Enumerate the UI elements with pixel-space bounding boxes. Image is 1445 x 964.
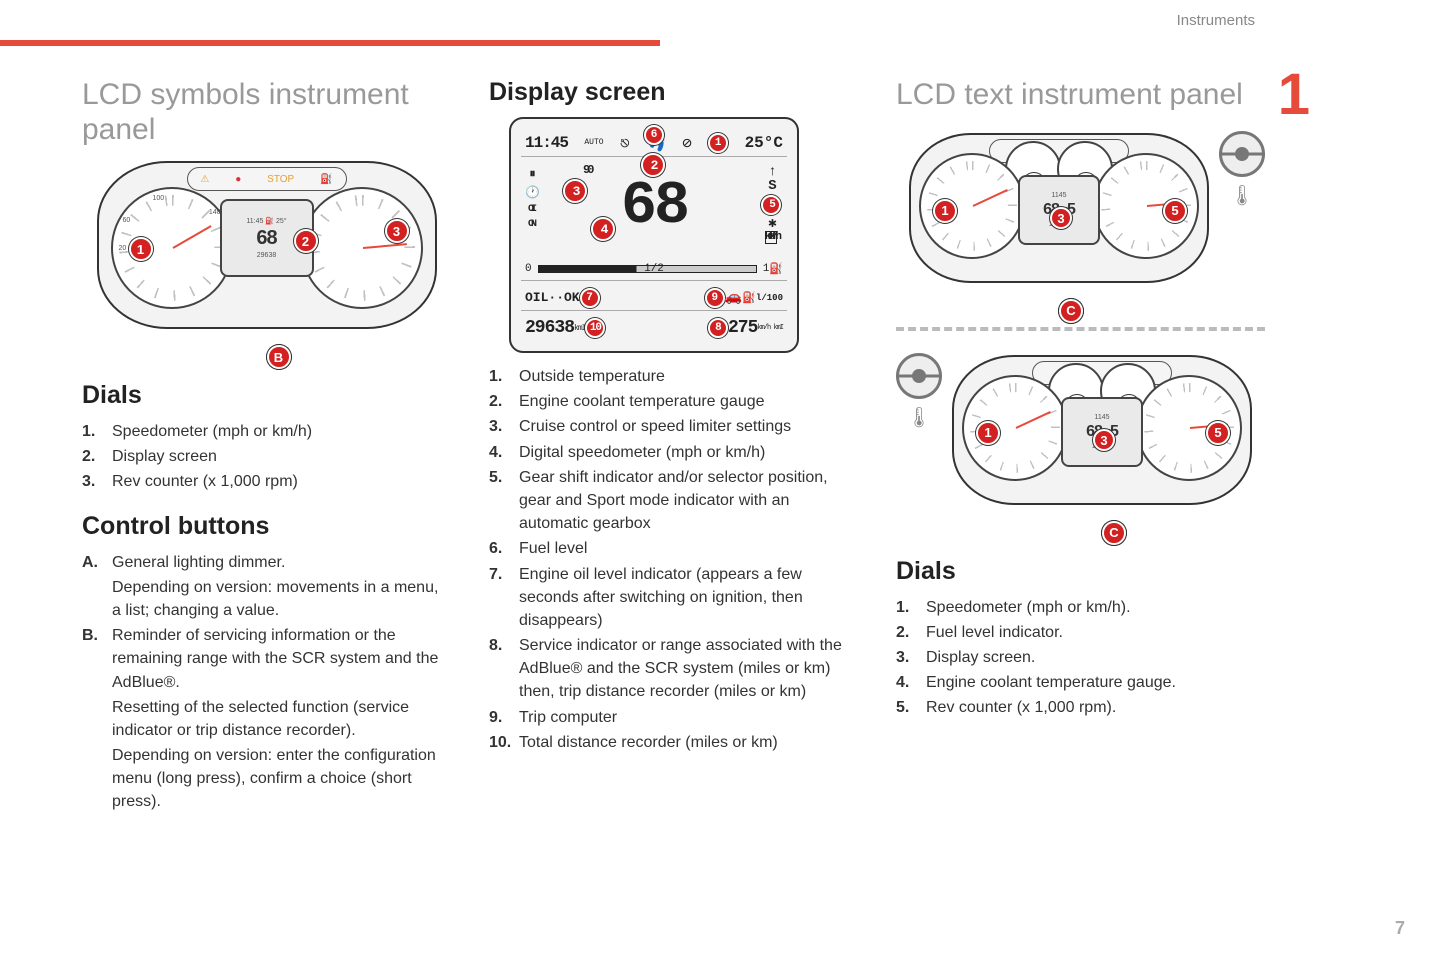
columns: LCD symbols instrument panel ⚠ ● STOP ⛽ … [82, 78, 1265, 820]
col3-variant-1: ⬤ ⚠ 2 4 1 [896, 127, 1265, 317]
warning-lamp-icon: ⚠ [200, 174, 209, 185]
list-item: 5.Gear shift indicator and/or selector p… [489, 466, 858, 536]
col3-variant-2: 🌡 ⬤ ⚠ 2 4 1 [896, 349, 1265, 539]
header-category: Instruments [1177, 12, 1255, 29]
center-display: 1145 68 ▪5 29638 3 [1018, 175, 1100, 245]
marker-7: 7 [580, 288, 600, 308]
column-1: LCD symbols instrument panel ⚠ ● STOP ⛽ … [82, 78, 451, 820]
list-item: 3.Rev counter (x 1,000 rpm) [82, 470, 451, 493]
list-item: 3.Cruise control or speed limiter settin… [489, 415, 858, 438]
marker-9: 9 [705, 288, 725, 308]
tachometer-dial: 5 [1136, 375, 1242, 481]
tachometer-dial: 5 [1093, 153, 1199, 259]
control-buttons-heading: Control buttons [82, 512, 451, 541]
fuel-pump-icon: ⛽ [769, 262, 783, 276]
col1-controls-list: A. General lighting dimmer. Depending on… [82, 551, 451, 814]
col3-title: LCD text instrument panel [896, 78, 1265, 113]
chapter-number: 1 [1278, 72, 1310, 118]
list-item: 3.Display screen. [896, 646, 1265, 669]
list-item: 1.Speedometer (mph or km/h). [896, 596, 1265, 619]
list-item: 1.Outside temperature [489, 365, 858, 388]
screen-oil-row: OIL··OK 7 9 🚗 ⛽ l/100 [521, 285, 787, 311]
screen-speed-row: ⏸ 🕐 OI ON 3 2 4 68 km/h ↑ S 5 ✱ [521, 161, 787, 253]
col1-instrument-panel-figure: ⚠ ● STOP ⛽ 20 60 100 140 1 3 [97, 161, 437, 329]
marker-3: 3 [385, 219, 409, 243]
marker-5: 5 [1206, 421, 1230, 445]
column-2: Display screen 11:45 AUTO ⎋ 👣 ⊘ 1 25°C ⏸… [489, 78, 858, 820]
warning-lamp-icon: STOP [267, 174, 294, 185]
list-item: 1.Speedometer (mph or km/h) [82, 420, 451, 443]
marker-2: 2 [294, 229, 318, 253]
col1-figure-wrap: ⚠ ● STOP ⛽ 20 60 100 140 1 3 [82, 161, 451, 363]
steering-wheel-icon [1219, 131, 1265, 177]
speedometer-dial: 1 [962, 375, 1068, 481]
tachometer-dial: 3 [301, 187, 423, 309]
screen-fuel-row: 0 1/2 6 1 ⛽ [521, 257, 787, 281]
car-icon: 🚗 [725, 289, 742, 306]
dials-heading: Dials [82, 381, 451, 410]
list-item: 8.Service indicator or range associated … [489, 634, 858, 704]
center-display: 11:45 ⛽ 25° 68 29638 2 [220, 199, 314, 277]
marker-1: 1 [976, 421, 1000, 445]
no-entry-icon: ⊘ [682, 133, 692, 153]
col1-title: LCD symbols instrument panel [82, 78, 451, 147]
fuel-pump-icon: ⛽ [742, 291, 756, 305]
thermometer-icon: 🌡 [906, 405, 931, 430]
marker-1: 1 [708, 133, 728, 153]
list-item: 9.Trip computer [489, 706, 858, 729]
center-display: 1145 68 ▪5 29638 3 [1061, 397, 1143, 467]
marker-1: 1 [933, 199, 957, 223]
col3-dials-list: 1.Speedometer (mph or km/h). 2.Fuel leve… [896, 596, 1265, 720]
list-item: B. Reminder of servicing information or … [82, 624, 451, 814]
list-item: 10.Total distance recorder (miles or km) [489, 731, 858, 754]
marker-8: 8 [708, 318, 728, 338]
marker-B: B [267, 345, 291, 369]
display-screen-figure: 11:45 AUTO ⎋ 👣 ⊘ 1 25°C ⏸ 🕐 OI ON 3 [509, 117, 799, 353]
list-item: 2.Engine coolant temperature gauge [489, 390, 858, 413]
marker-C: C [1059, 299, 1083, 323]
col3-panel-figure-2: ⬤ ⚠ 2 4 1 [952, 355, 1252, 505]
list-item: 7.Engine oil level indicator (appears a … [489, 563, 858, 633]
list-item: 4.Engine coolant temperature gauge. [896, 671, 1265, 694]
col2-title: Display screen [489, 78, 858, 107]
marker-C: C [1102, 521, 1126, 545]
auto-icon: AUTO [584, 138, 603, 147]
marker-1: 1 [129, 237, 153, 261]
list-item: 2.Display screen [82, 445, 451, 468]
marker-3: 3 [1050, 207, 1072, 229]
speedometer-dial: 20 60 100 140 1 [111, 187, 233, 309]
speed-dial-icon: 🕐 [525, 185, 537, 200]
marker-6: 6 [644, 125, 664, 145]
col1-dials-list: 1.Speedometer (mph or km/h) 2.Display sc… [82, 420, 451, 494]
warning-lamp-icon: ● [235, 174, 241, 185]
col3-panel-figure-1: ⬤ ⚠ 2 4 1 [909, 133, 1209, 283]
marker-5: 5 [761, 195, 781, 215]
list-item: 6.Fuel level [489, 537, 858, 560]
warning-lamp-row: ⚠ ● STOP ⛽ [187, 167, 347, 191]
list-item: 5.Rev counter (x 1,000 rpm). [896, 696, 1265, 719]
page-number: 7 [1395, 918, 1405, 939]
wiper-icon: ⎋ [620, 133, 630, 153]
marker-3: 3 [563, 179, 587, 203]
lhd-icons: 🌡 [896, 353, 942, 430]
steering-wheel-icon [896, 353, 942, 399]
list-item: 4.Digital speedometer (mph or km/h) [489, 441, 858, 464]
list-item: 2.Fuel level indicator. [896, 621, 1265, 644]
marker-4: 4 [591, 217, 615, 241]
warning-lamp-icon: ⛽ [320, 174, 332, 185]
marker-2: 2 [641, 153, 665, 177]
column-3: LCD text instrument panel ⬤ ⚠ 2 4 [896, 78, 1265, 820]
marker-10: 10 [585, 318, 605, 338]
marker-5: 5 [1163, 199, 1187, 223]
screen-odo-row: 29638 kmI 10 8 275 km/h kmI [521, 315, 787, 341]
thermometer-icon: 🌡 [1229, 183, 1254, 208]
rhd-icons: 🌡 [1219, 131, 1265, 208]
variant-separator [896, 327, 1265, 331]
speedometer-dial: 1 [919, 153, 1025, 259]
list-item: A. General lighting dimmer. Depending on… [82, 551, 451, 623]
col3-dials-heading: Dials [896, 557, 1265, 586]
accent-bar [0, 40, 660, 46]
marker-3: 3 [1093, 429, 1115, 451]
col2-list: 1.Outside temperature 2.Engine coolant t… [489, 365, 858, 754]
